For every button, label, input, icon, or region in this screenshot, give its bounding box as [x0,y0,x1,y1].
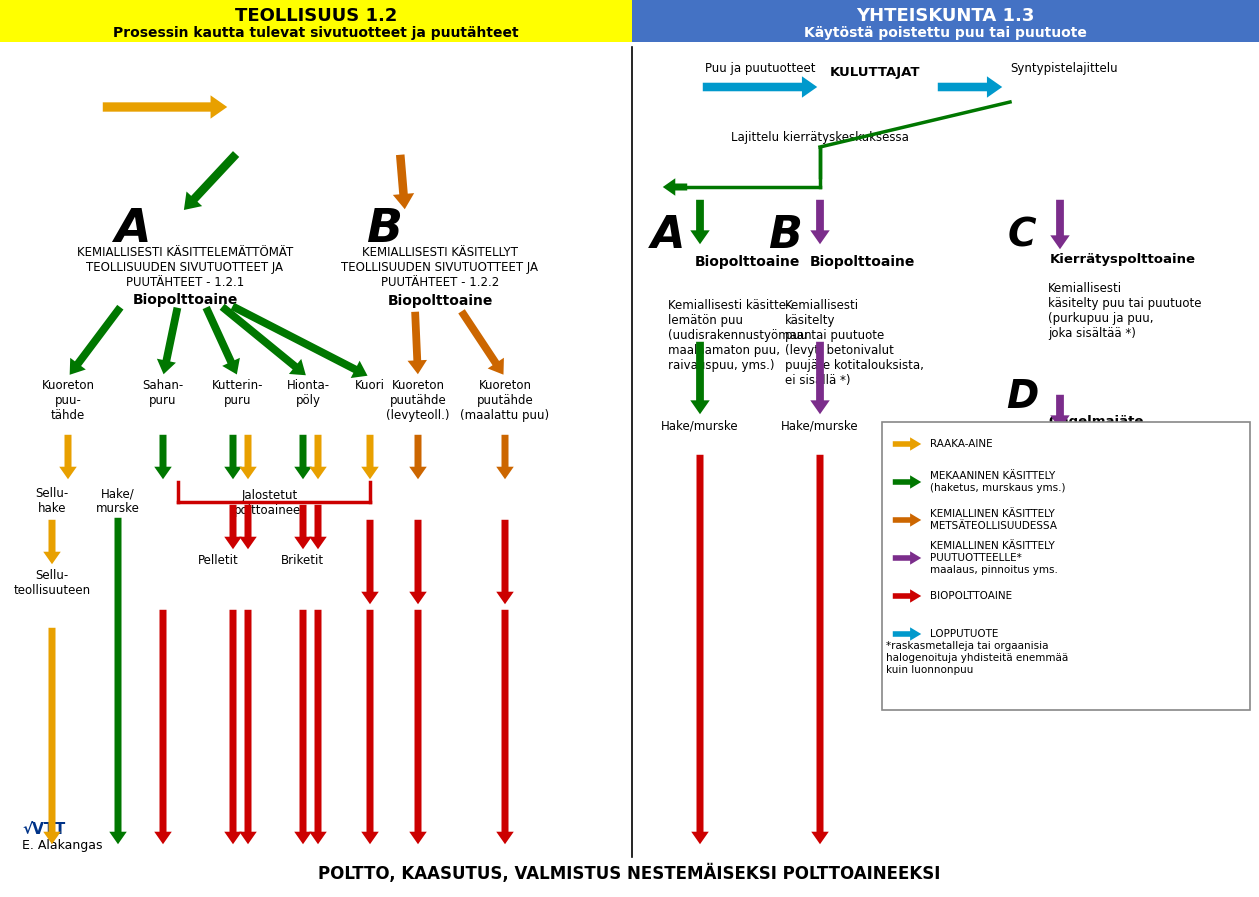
Text: Puu ja puutuotteet: Puu ja puutuotteet [705,62,816,75]
Text: LOPPUTUOTE: LOPPUTUOTE [930,629,998,639]
Text: D: D [1006,378,1039,416]
Bar [632,0,1259,42]
Text: Syntypistelajittelu: Syntypistelajittelu [1010,62,1118,75]
Text: KEMIALLINEN KÄSITTELY
PUUTUOTTEELLE*
maalaus, pinnoitus yms.: KEMIALLINEN KÄSITTELY PUUTUOTTEELLE* maa… [930,542,1058,575]
Text: Biopolttoaine: Biopolttoaine [695,255,801,269]
Text: Biopolttoaine: Biopolttoaine [132,293,238,307]
Text: KEMIALLINEN KÄSITTELY
METSÄTEOLLISUUDESSA: KEMIALLINEN KÄSITTELY METSÄTEOLLISUUDESS… [930,509,1058,531]
Text: Sahan-
puru: Sahan- puru [142,379,184,407]
Text: Kemiallisesti
käsitelty
puu tai puutuote
(levyt, betonivalut
puujäte kotitalouks: Kemiallisesti käsitelty puu tai puutuote… [786,299,924,387]
Text: *raskasmetalleja tai orgaanisia
halogenoituja yhdisteitä enemmää
kuin luonnonpuu: *raskasmetalleja tai orgaanisia halogeno… [886,641,1068,675]
Text: TEOLLISUUS 1.2: TEOLLISUUS 1.2 [235,7,397,25]
Text: YHTEISKUNTA 1.3: YHTEISKUNTA 1.3 [856,7,1034,25]
Text: mm. kestopuu,
sähköpylväät, jotka
sisältävät *: mm. kestopuu, sähköpylväät, jotka sisält… [1047,444,1163,487]
Text: C: C [1007,216,1036,254]
Text: Kuori: Kuori [355,379,385,392]
Text: Sellu-
hake: Sellu- hake [35,487,69,515]
Text: Kuoreton
puu-
tähde: Kuoreton puu- tähde [42,379,94,422]
Bar [883,422,1250,710]
Text: Hake/murske: Hake/murske [661,419,739,432]
Text: KEMIALLISESTI KÄSITELLYT
TEOLLISUUDEN SIVUTUOTTEET JA
PUUTÄHTEET - 1.2.2: KEMIALLISESTI KÄSITELLYT TEOLLISUUDEN SI… [341,246,539,289]
Text: Biopolttoaine: Biopolttoaine [388,294,492,308]
Text: B: B [368,206,403,251]
Text: POLTTO, KAASUTUS, VALMISTUS NESTEMÄISEKSI POLTTOAINEEKSI: POLTTO, KAASUTUS, VALMISTUS NESTEMÄISEKS… [317,864,940,883]
Text: Kuoreton
puutähde
(levyteoll.): Kuoreton puutähde (levyteoll.) [387,379,449,422]
Text: A: A [651,213,685,257]
Text: Pelletit: Pelletit [198,554,238,567]
Text: A: A [113,206,150,251]
Text: Kemiallisesti käsitte-
lemätön puu
(uudisrakennustyömaan
maalaamaton puu,
raivau: Kemiallisesti käsitte- lemätön puu (uudi… [669,299,812,372]
Text: B: B [768,213,802,257]
Text: Jalostetut
polttoaineet: Jalostetut polttoaineet [234,489,306,517]
Text: Kuoreton
puutähde
(maalattu puu): Kuoreton puutähde (maalattu puu) [461,379,550,422]
Text: KEMIALLISESTI KÄSITTELEMÄTTÖMÄT
TEOLLISUUDEN SIVUTUOTTEET JA
PUUTÄHTEET - 1.2.1: KEMIALLISESTI KÄSITTELEMÄTTÖMÄT TEOLLISU… [77,246,293,289]
Text: Kemiallisesti
käsitelty puu tai puutuote
(purkupuu ja puu,
joka sisältää *): Kemiallisesti käsitelty puu tai puutuote… [1047,282,1201,340]
Text: Kierrätyspolttoaine: Kierrätyspolttoaine [1050,252,1196,266]
Bar [0,0,632,42]
Text: Prosessin kautta tulevat sivutuotteet ja puutähteet: Prosessin kautta tulevat sivutuotteet ja… [113,26,519,40]
Text: Hionta-
pöly: Hionta- pöly [287,379,330,407]
Text: √VTT: √VTT [21,822,65,837]
Text: E. Alakangas: E. Alakangas [21,839,102,851]
Text: Briketit: Briketit [281,554,324,567]
Text: Hake/murske: Hake/murske [781,419,859,432]
Text: RAAKA-AINE: RAAKA-AINE [930,439,992,449]
Text: BIOPOLTTOAINE: BIOPOLTTOAINE [930,591,1012,601]
Text: Kutterin-
puru: Kutterin- puru [213,379,263,407]
Text: Biopolttoaine: Biopolttoaine [810,255,915,269]
Text: Hake/
murske: Hake/ murske [96,487,140,515]
Text: Lajittelu kierrätyskeskuksessa: Lajittelu kierrätyskeskuksessa [731,130,909,144]
Text: Ongelmajäte: Ongelmajäte [1047,414,1143,428]
Text: MEKAANINEN KÄSITTELY
(haketus, murskaus yms.): MEKAANINEN KÄSITTELY (haketus, murskaus … [930,471,1065,492]
Text: Sellu-
teollisuuteen: Sellu- teollisuuteen [14,569,91,597]
Text: Käytöstä poistettu puu tai puutuote: Käytöstä poistettu puu tai puutuote [803,26,1087,40]
Text: KULUTTAJAT: KULUTTAJAT [830,65,920,79]
